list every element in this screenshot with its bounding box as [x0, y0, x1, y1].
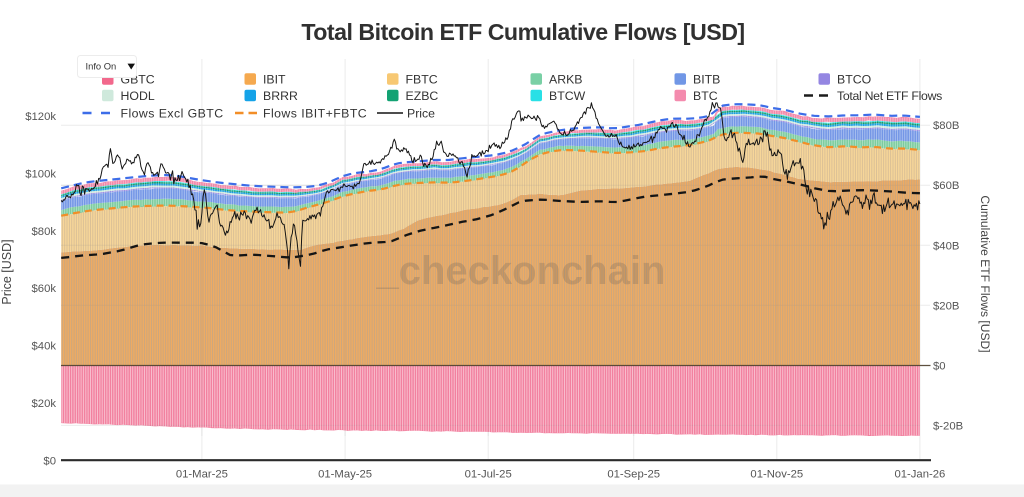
svg-text:Price: Price	[407, 107, 435, 121]
svg-text:$40k: $40k	[32, 341, 57, 353]
svg-text:01-Jul-25: 01-Jul-25	[465, 469, 512, 481]
svg-text:$40B: $40B	[933, 240, 959, 252]
svg-text:$-20B: $-20B	[933, 420, 963, 432]
svg-text:$60k: $60k	[32, 283, 57, 295]
svg-text:Cumulative ETF Flows [USD]: Cumulative ETF Flows [USD]	[978, 195, 992, 352]
svg-text:01-Sep-25: 01-Sep-25	[607, 469, 660, 481]
svg-text:EZBC: EZBC	[406, 89, 439, 103]
svg-text:BTCW: BTCW	[549, 89, 586, 103]
svg-text:Total Net ETF Flows: Total Net ETF Flows	[837, 89, 942, 103]
svg-text:$120k: $120k	[25, 111, 56, 123]
svg-text:ARKB: ARKB	[549, 73, 583, 87]
svg-text:$80B: $80B	[933, 120, 959, 132]
svg-text:$0: $0	[43, 455, 56, 467]
svg-text:IBIT: IBIT	[263, 73, 286, 87]
svg-text:Total Bitcoin ETF Cumulative F: Total Bitcoin ETF Cumulative Flows [USD]	[301, 19, 744, 45]
svg-text:$20B: $20B	[933, 300, 959, 312]
svg-text:HODL: HODL	[121, 89, 155, 103]
svg-text:01-Mar-25: 01-Mar-25	[176, 469, 228, 481]
svg-text:$100k: $100k	[25, 168, 56, 180]
svg-text:BITB: BITB	[693, 73, 720, 87]
svg-text:FBTC: FBTC	[406, 73, 438, 87]
svg-text:_checkonchain: _checkonchain	[375, 249, 665, 293]
svg-text:$20k: $20k	[32, 398, 57, 410]
svg-text:BTCO: BTCO	[837, 73, 871, 87]
svg-text:Info On: Info On	[86, 60, 117, 71]
svg-text:$80k: $80k	[32, 226, 57, 238]
svg-text:$60B: $60B	[933, 180, 959, 192]
svg-text:BRRR: BRRR	[263, 89, 298, 103]
svg-text:01-May-25: 01-May-25	[318, 469, 372, 481]
svg-text:01-Jan-26: 01-Jan-26	[894, 469, 945, 481]
svg-text:Price [USD]: Price [USD]	[0, 239, 14, 304]
svg-text:Flows Excl GBTC: Flows Excl GBTC	[121, 107, 224, 121]
svg-text:$0: $0	[933, 360, 946, 372]
svg-text:BTC: BTC	[693, 89, 718, 103]
svg-text:01-Nov-25: 01-Nov-25	[750, 469, 803, 481]
svg-text:Flows IBIT+FBTC: Flows IBIT+FBTC	[263, 107, 367, 121]
